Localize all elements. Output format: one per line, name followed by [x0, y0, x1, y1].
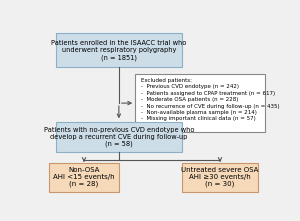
Text: Excluded patients:
-  Previous CVD endotype (n = 242)
-  Patients assigned to CP: Excluded patients: - Previous CVD endoty…: [141, 78, 280, 121]
Bar: [182, 163, 258, 192]
Bar: [56, 33, 182, 67]
Bar: [56, 122, 182, 152]
Bar: [135, 74, 266, 132]
Bar: [49, 163, 119, 192]
Text: Non-OSA
AHI <15 events/h
(n = 28): Non-OSA AHI <15 events/h (n = 28): [53, 167, 115, 187]
Text: Patients with no-previous CVD endotype who
develop a recurrent CVE during follow: Patients with no-previous CVD endotype w…: [44, 127, 194, 147]
Text: Patients enrolled in the ISAACC trial who
underwent respiratory polygraphy
(n = : Patients enrolled in the ISAACC trial wh…: [51, 40, 187, 61]
Text: Untreated severe OSA
AHI ≥30 events/h
(n = 30): Untreated severe OSA AHI ≥30 events/h (n…: [181, 167, 259, 187]
